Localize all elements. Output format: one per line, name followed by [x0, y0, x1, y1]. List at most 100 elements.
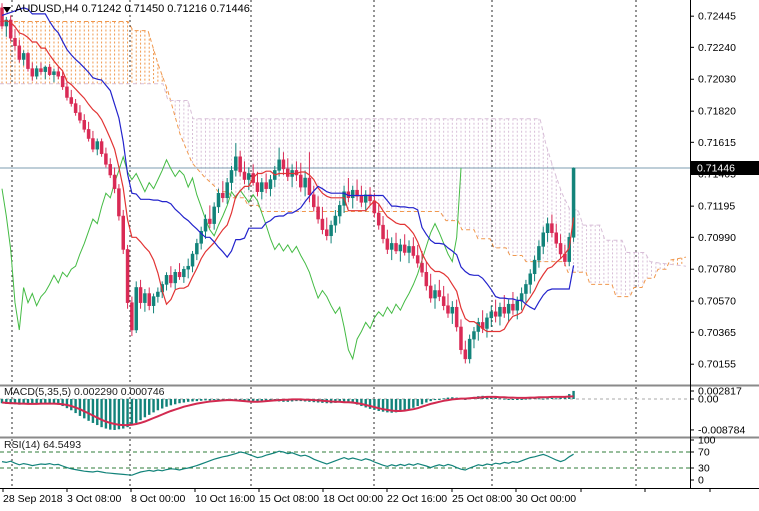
candle-body	[173, 272, 177, 284]
candle-body	[307, 177, 312, 195]
candle-body	[125, 249, 130, 303]
chart-dropdown-arrow-icon	[3, 7, 11, 13]
candle-body	[385, 238, 390, 250]
macd-signal-line	[1, 395, 574, 427]
macd-histogram-bar	[117, 399, 121, 430]
chikou-span-line	[1, 155, 462, 361]
rsi-line	[1, 450, 574, 476]
macd-indicator-label: MACD(5,35,5) 0.002290 0.000746	[4, 386, 165, 398]
candle-body	[86, 129, 91, 139]
candle-body	[17, 45, 22, 60]
macd-histogram-bar	[490, 396, 493, 399]
candle-body	[112, 174, 117, 189]
chart-title-ohlc: AUDUSD,H4 0.71242 0.71450 0.71216 0.7144…	[15, 3, 250, 15]
macd-histogram-bar	[91, 399, 95, 423]
macd-histogram-bar	[429, 399, 432, 402]
rsi-axis-label: 0	[698, 475, 704, 487]
candle-body	[182, 268, 186, 278]
candle-body	[30, 68, 35, 77]
candle-body	[554, 232, 558, 244]
candle-body	[99, 141, 104, 154]
candle-body	[524, 284, 528, 294]
candle-body	[121, 215, 125, 250]
candle-body	[130, 302, 134, 331]
candle-body	[247, 173, 251, 180]
candle-body	[389, 243, 394, 250]
candle-body	[489, 311, 494, 319]
candle-body	[446, 305, 450, 314]
macd-histogram-bar	[446, 397, 450, 399]
macd-histogram-bar	[386, 399, 389, 413]
rsi-axis-label: 30	[698, 463, 710, 475]
candle-body	[515, 300, 520, 311]
macd-histogram-bar	[87, 399, 90, 421]
macd-histogram-bar	[135, 399, 138, 423]
candle-body	[39, 68, 43, 72]
time-axis-label: 22 Oct 16:00	[387, 493, 447, 505]
macd-histogram-bar	[364, 399, 367, 408]
macd-histogram-bar	[550, 397, 554, 399]
macd-histogram-bar	[70, 399, 73, 411]
macd-histogram-bar	[161, 399, 164, 409]
candle-body	[312, 194, 316, 208]
candle-body	[143, 293, 147, 303]
macd-histogram-bar	[498, 398, 502, 400]
candle-body	[164, 275, 169, 285]
macd-histogram-bar	[347, 399, 350, 403]
macd-histogram-bar	[438, 399, 441, 400]
candle-body	[511, 303, 515, 311]
candle-body	[221, 192, 225, 199]
macd-histogram-bar	[368, 399, 372, 409]
macd-histogram-bar	[381, 399, 385, 412]
macd-histogram-bar	[22, 399, 25, 404]
macd-histogram-bar	[529, 398, 532, 400]
candle-body	[459, 326, 463, 351]
candle-body	[147, 293, 151, 306]
macd-histogram-bar	[507, 399, 510, 400]
macd-histogram-bar	[212, 399, 216, 401]
candle-body	[47, 66, 52, 75]
macd-histogram-bar	[186, 399, 190, 402]
candle-body	[286, 168, 290, 177]
candle-body	[225, 182, 229, 199]
macd-histogram-bar	[199, 399, 203, 401]
candle-body	[73, 103, 78, 113]
macd-histogram-bar	[355, 399, 359, 405]
price-axis-label: 0.70365	[698, 327, 736, 339]
candle-body	[65, 86, 69, 98]
time-axis-label: 28 Sep 2018	[3, 493, 63, 505]
macd-histogram-bar	[394, 399, 398, 413]
candle-body	[502, 306, 507, 314]
candle-body	[368, 194, 372, 202]
macd-histogram-bar	[511, 399, 515, 400]
macd-histogram-bar	[251, 399, 255, 402]
candle-body	[255, 182, 260, 192]
candle-body	[78, 112, 82, 121]
senkou-span-a-line	[0, 21, 687, 298]
candle-body	[43, 66, 48, 72]
macd-histogram-bar	[165, 399, 168, 407]
candle-body	[268, 179, 273, 189]
macd-histogram-bar	[256, 399, 259, 402]
macd-histogram-bar	[360, 399, 363, 407]
candle-body	[550, 223, 554, 233]
candle-body	[359, 196, 364, 203]
macd-histogram-bar	[546, 398, 549, 400]
candle-body	[0, 7, 4, 27]
candle-body	[437, 290, 442, 297]
candle-body	[532, 259, 537, 275]
macd-histogram-bar	[407, 399, 411, 410]
time-axis[interactable]: 28 Sep 2018 3 Oct 08:00 8 Oct 00:00 10 Oct …	[2, 488, 711, 505]
price-axis-label: 0.70570	[698, 296, 736, 308]
candle-body	[104, 153, 108, 165]
candle-body	[260, 182, 264, 192]
price-axis[interactable]: 0.72445 0.72240 0.72030 0.71820 0.71615 0.714…	[690, 11, 745, 487]
macd-histogram-bar	[195, 399, 199, 402]
candle-body	[467, 338, 472, 360]
macd-histogram-bar	[169, 399, 173, 406]
candle-body	[34, 68, 39, 77]
price-box-value: 0.71446	[697, 163, 735, 175]
macd-histogram-bar	[9, 399, 12, 404]
